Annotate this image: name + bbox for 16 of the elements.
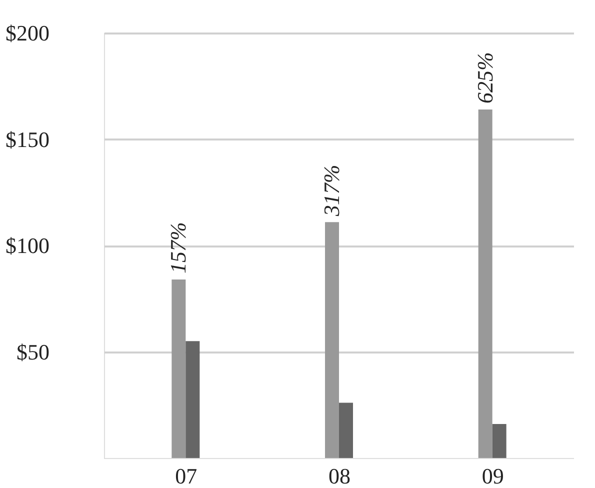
y-tick-label: $150: [6, 126, 50, 152]
annotation: 157%: [166, 222, 191, 274]
y-tick-label: $100: [6, 233, 50, 258]
bar: [478, 110, 492, 458]
bar: [492, 424, 506, 458]
bar: [339, 402, 353, 458]
x-tick-label: 09: [482, 464, 504, 488]
y-tick-label: $200: [6, 20, 50, 46]
bar: [172, 280, 186, 458]
x-tick-label: 07: [175, 464, 198, 488]
x-tick-label: 08: [328, 464, 350, 488]
annotation: 317%: [319, 164, 344, 218]
y-tick-label: $50: [16, 339, 50, 364]
annotation: 625%: [472, 52, 498, 104]
bar: [325, 222, 339, 458]
bar: [186, 341, 200, 458]
